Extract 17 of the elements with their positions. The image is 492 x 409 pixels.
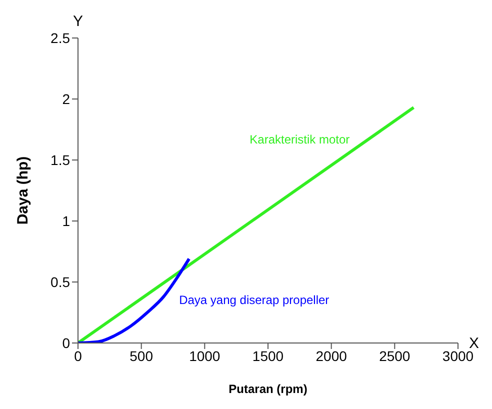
y-axis-title: Daya (hp) [14, 156, 32, 225]
x-tick-label: 1000 [189, 348, 220, 364]
x-tick-label: 0 [74, 348, 82, 364]
y-tick-label: 0 [62, 334, 70, 351]
y-tick-label: 0.5 [50, 274, 70, 290]
y-tick-label: 2 [62, 90, 70, 107]
y-tick-label: 1 [62, 212, 70, 229]
x-tick-label: 1500 [252, 348, 284, 364]
series-label: Karakteristik motor [250, 132, 350, 146]
text: Y [72, 13, 84, 30]
y-tick-label: 1.5 [50, 152, 70, 168]
series-label: Daya yang diserap propeller [179, 292, 330, 307]
x-axis-title: Putaran (rpm) [228, 382, 308, 396]
y-tick-label: 2.5 [50, 30, 70, 46]
x-tick-label: 500 [130, 348, 154, 364]
x-tick-label: 2500 [379, 348, 410, 364]
x-tick-label: 2000 [316, 348, 348, 364]
